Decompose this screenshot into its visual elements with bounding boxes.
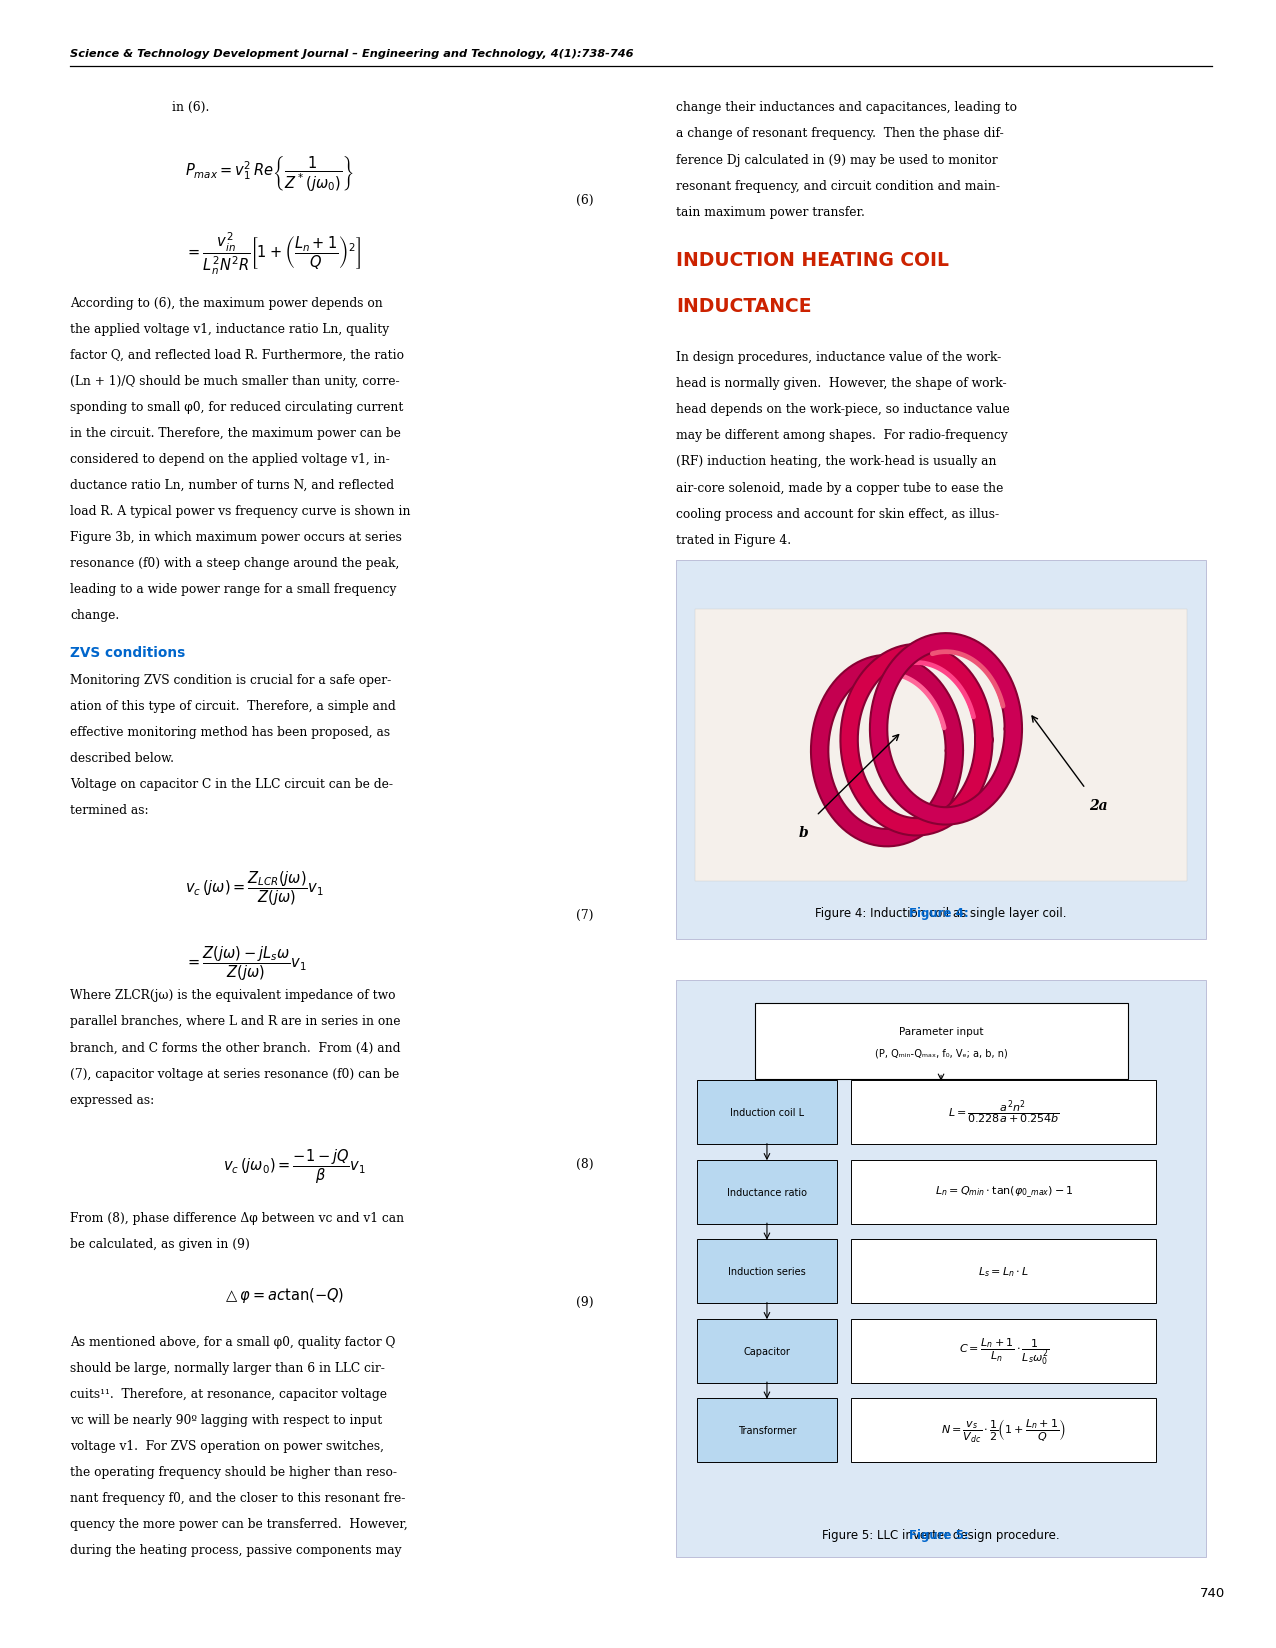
FancyBboxPatch shape: [851, 1081, 1156, 1144]
FancyBboxPatch shape: [676, 560, 1206, 939]
Text: Transformer: Transformer: [738, 1426, 796, 1435]
Text: (8): (8): [575, 1157, 593, 1170]
Text: Inductance ratio: Inductance ratio: [727, 1187, 806, 1196]
Text: expressed as:: expressed as:: [70, 1093, 154, 1106]
FancyBboxPatch shape: [697, 1399, 837, 1462]
Text: Figure 4: Induction coil as single layer coil.: Figure 4: Induction coil as single layer…: [815, 906, 1067, 920]
Text: Figure 5:: Figure 5:: [909, 1528, 974, 1541]
FancyBboxPatch shape: [851, 1160, 1156, 1224]
Text: considered to depend on the applied voltage v1, in-: considered to depend on the applied volt…: [70, 453, 390, 466]
FancyBboxPatch shape: [697, 1239, 837, 1304]
Text: INDUCTANCE: INDUCTANCE: [676, 297, 812, 316]
FancyBboxPatch shape: [754, 1004, 1128, 1079]
Text: $L_n = Q_{min}\cdot\tan(\varphi_{0\_max})-1$: $L_n = Q_{min}\cdot\tan(\varphi_{0\_max}…: [934, 1185, 1073, 1200]
Text: $= \dfrac{Z(j\omega) - jL_s\omega}{Z(j\omega)}v_1$: $= \dfrac{Z(j\omega) - jL_s\omega}{Z(j\o…: [185, 944, 308, 982]
Text: voltage v1.  For ZVS operation on power switches,: voltage v1. For ZVS operation on power s…: [70, 1439, 384, 1452]
Text: $N=\dfrac{v_s}{V_{dc}}\cdot\dfrac{1}{2}\left(1+\dfrac{L_n+1}{Q}\right)$: $N=\dfrac{v_s}{V_{dc}}\cdot\dfrac{1}{2}\…: [942, 1417, 1067, 1444]
Text: b: b: [799, 826, 809, 840]
Text: termined as:: termined as:: [70, 804, 149, 817]
FancyBboxPatch shape: [851, 1318, 1156, 1383]
Text: $L_s = L_n\cdot L$: $L_s = L_n\cdot L$: [979, 1264, 1030, 1279]
Text: As mentioned above, for a small φ0, quality factor Q: As mentioned above, for a small φ0, qual…: [70, 1335, 396, 1348]
Text: may be different among shapes.  For radio-frequency: may be different among shapes. For radio…: [676, 428, 1008, 442]
Text: head depends on the work-piece, so inductance value: head depends on the work-piece, so induc…: [676, 404, 1011, 415]
Text: nant frequency f0, and the closer to this resonant fre-: nant frequency f0, and the closer to thi…: [70, 1491, 406, 1505]
Text: (7), capacitor voltage at series resonance (f0) can be: (7), capacitor voltage at series resonan…: [70, 1066, 399, 1079]
Text: ZVS conditions: ZVS conditions: [70, 646, 185, 659]
Text: change.: change.: [70, 610, 120, 621]
Text: $\triangle\varphi = ac\tan(-Q)$: $\triangle\varphi = ac\tan(-Q)$: [223, 1285, 345, 1305]
Text: Induction coil L: Induction coil L: [730, 1107, 804, 1117]
Text: ference Dj calculated in (9) may be used to monitor: ference Dj calculated in (9) may be used…: [676, 153, 998, 166]
Text: described below.: described below.: [70, 751, 175, 765]
Text: Capacitor: Capacitor: [744, 1346, 790, 1356]
Text: change their inductances and capacitances, leading to: change their inductances and capacitance…: [676, 101, 1017, 114]
FancyBboxPatch shape: [851, 1239, 1156, 1304]
Text: $P_{max} = v_1^2\,Re\left\{\dfrac{1}{Z^*(j\omega_0)}\right\}$: $P_{max} = v_1^2\,Re\left\{\dfrac{1}{Z^*…: [185, 153, 355, 193]
Text: during the heating process, passive components may: during the heating process, passive comp…: [70, 1543, 402, 1556]
Text: (RF) induction heating, the work-head is usually an: (RF) induction heating, the work-head is…: [676, 455, 997, 468]
FancyBboxPatch shape: [697, 1081, 837, 1144]
Text: $v_c\,(j\omega_0) = \dfrac{-1-jQ}{\beta}v_1$: $v_c\,(j\omega_0) = \dfrac{-1-jQ}{\beta}…: [223, 1147, 366, 1185]
FancyBboxPatch shape: [697, 1318, 837, 1383]
Text: load R. A typical power vs frequency curve is shown in: load R. A typical power vs frequency cur…: [70, 504, 411, 517]
FancyBboxPatch shape: [676, 981, 1206, 1557]
Text: (7): (7): [575, 908, 593, 921]
Text: quency the more power can be transferred.  However,: quency the more power can be transferred…: [70, 1518, 408, 1529]
Text: effective monitoring method has been proposed, as: effective monitoring method has been pro…: [70, 725, 390, 738]
Text: should be large, normally larger than 6 in LLC cir-: should be large, normally larger than 6 …: [70, 1361, 385, 1374]
Text: in (6).: in (6).: [172, 101, 209, 114]
Text: (6): (6): [575, 194, 593, 206]
Text: head is normally given.  However, the shape of work-: head is normally given. However, the sha…: [676, 377, 1007, 391]
Text: leading to a wide power range for a small frequency: leading to a wide power range for a smal…: [70, 583, 397, 597]
Text: 740: 740: [1199, 1585, 1225, 1599]
Text: in the circuit. Therefore, the maximum power can be: in the circuit. Therefore, the maximum p…: [70, 427, 401, 440]
Text: tain maximum power transfer.: tain maximum power transfer.: [676, 206, 865, 219]
Text: cuits¹¹.  Therefore, at resonance, capacitor voltage: cuits¹¹. Therefore, at resonance, capaci…: [70, 1388, 387, 1399]
Text: resonant frequency, and circuit condition and main-: resonant frequency, and circuit conditio…: [676, 180, 1000, 193]
Text: Parameter input: Parameter input: [898, 1027, 984, 1037]
Text: Induction series: Induction series: [729, 1266, 806, 1277]
Text: be calculated, as given in (9): be calculated, as given in (9): [70, 1238, 250, 1251]
Text: air-core solenoid, made by a copper tube to ease the: air-core solenoid, made by a copper tube…: [676, 481, 1004, 494]
Text: (Ln + 1)/Q should be much smaller than unity, corre-: (Ln + 1)/Q should be much smaller than u…: [70, 374, 399, 387]
Text: the operating frequency should be higher than reso-: the operating frequency should be higher…: [70, 1465, 397, 1478]
Text: parallel branches, where L and R are in series in one: parallel branches, where L and R are in …: [70, 1015, 401, 1028]
Text: $L = \dfrac{a^2n^2}{0.228a+0.254b}$: $L = \dfrac{a^2n^2}{0.228a+0.254b}$: [948, 1099, 1060, 1127]
Text: In design procedures, inductance value of the work-: In design procedures, inductance value o…: [676, 351, 1002, 364]
Text: (9): (9): [575, 1295, 593, 1309]
Text: Figure 4:: Figure 4:: [909, 906, 974, 920]
Text: Science & Technology Development Journal – Engineering and Technology, 4(1):738-: Science & Technology Development Journal…: [70, 48, 634, 58]
Text: According to (6), the maximum power depends on: According to (6), the maximum power depe…: [70, 297, 383, 310]
Text: a change of resonant frequency.  Then the phase dif-: a change of resonant frequency. Then the…: [676, 127, 1004, 140]
Text: From (8), phase difference Δφ between vc and v1 can: From (8), phase difference Δφ between vc…: [70, 1211, 404, 1224]
Text: sponding to small φ0, for reduced circulating current: sponding to small φ0, for reduced circul…: [70, 400, 403, 414]
FancyBboxPatch shape: [697, 1160, 837, 1224]
Text: INDUCTION HEATING COIL: INDUCTION HEATING COIL: [676, 250, 949, 270]
FancyBboxPatch shape: [851, 1399, 1156, 1462]
Text: factor Q, and reflected load R. Furthermore, the ratio: factor Q, and reflected load R. Furtherm…: [70, 349, 404, 361]
Text: ductance ratio Ln, number of turns N, and reflected: ductance ratio Ln, number of turns N, an…: [70, 480, 394, 491]
Text: 2a: 2a: [1088, 799, 1108, 812]
Text: $v_c\,(j\omega) = \dfrac{Z_{LCR}(j\omega)}{Z(j\omega)}v_1$: $v_c\,(j\omega) = \dfrac{Z_{LCR}(j\omega…: [185, 868, 324, 906]
Text: trated in Figure 4.: trated in Figure 4.: [676, 534, 791, 545]
Text: Figure 5: LLC inverter design procedure.: Figure 5: LLC inverter design procedure.: [822, 1528, 1060, 1541]
Text: $= \dfrac{v_{in}^2}{L_n^2 N^2 R}\left[1+\left(\dfrac{L_n+1}{Q}\right)^2\right]$: $= \dfrac{v_{in}^2}{L_n^2 N^2 R}\left[1+…: [185, 231, 361, 277]
Text: cooling process and account for skin effect, as illus-: cooling process and account for skin eff…: [676, 508, 999, 521]
Text: Where ZLCR(jω) is the equivalent impedance of two: Where ZLCR(jω) is the equivalent impedan…: [70, 989, 396, 1002]
Text: $C=\dfrac{L_n+1}{L_n}\cdot\dfrac{1}{L_s\omega_0^2}$: $C=\dfrac{L_n+1}{L_n}\cdot\dfrac{1}{L_s\…: [958, 1337, 1049, 1366]
Text: branch, and C forms the other branch.  From (4) and: branch, and C forms the other branch. Fr…: [70, 1042, 401, 1053]
Text: the applied voltage v1, inductance ratio Ln, quality: the applied voltage v1, inductance ratio…: [70, 323, 389, 336]
Text: Figure 3b, in which maximum power occurs at series: Figure 3b, in which maximum power occurs…: [70, 531, 402, 544]
Text: resonance (f0) with a steep change around the peak,: resonance (f0) with a steep change aroun…: [70, 557, 399, 570]
Text: Voltage on capacitor C in the LLC circuit can be de-: Voltage on capacitor C in the LLC circui…: [70, 778, 393, 791]
FancyBboxPatch shape: [695, 610, 1187, 882]
Text: (P, Qₘᵢₙ-Qₘₐₓ, f₀, Vₑ⁣; a, b, n): (P, Qₘᵢₙ-Qₘₐₓ, f₀, Vₑ⁣; a, b, n): [874, 1048, 1008, 1058]
Text: vc will be nearly 90º lagging with respect to input: vc will be nearly 90º lagging with respe…: [70, 1412, 383, 1426]
Text: Monitoring ZVS condition is crucial for a safe oper-: Monitoring ZVS condition is crucial for …: [70, 674, 392, 687]
Text: ation of this type of circuit.  Therefore, a simple and: ation of this type of circuit. Therefore…: [70, 700, 396, 712]
